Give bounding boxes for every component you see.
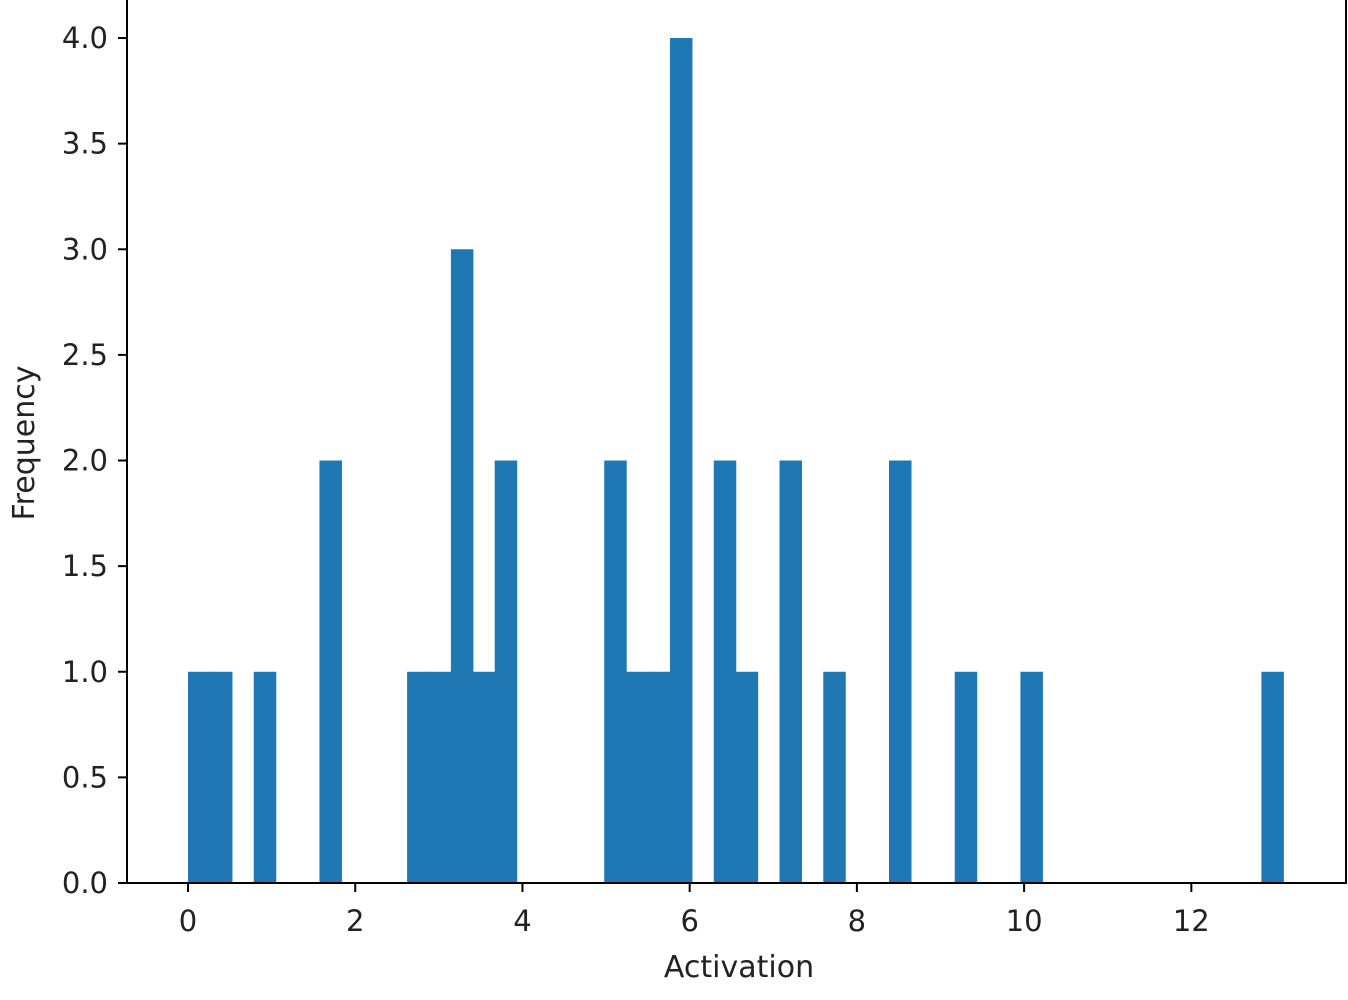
histogram-bar-10 — [626, 671, 649, 883]
histogram-bar-20 — [1261, 671, 1284, 883]
x-tick-label: 0 — [179, 904, 197, 938]
y-axis-label: Frequency — [7, 366, 42, 521]
histogram-bar-19 — [1020, 671, 1043, 883]
histogram-bar-5 — [428, 671, 452, 883]
histogram-bar-1 — [209, 671, 233, 883]
histogram-bar-11 — [648, 671, 671, 883]
y-tick-label: 3.0 — [62, 232, 108, 266]
histogram-bar-16 — [823, 671, 846, 883]
x-tick-label: 10 — [1006, 904, 1043, 938]
y-tick-label: 2.5 — [62, 338, 108, 372]
y-tick-label: 0.5 — [62, 760, 108, 794]
histogram-bar-15 — [779, 460, 802, 883]
y-tick-label: 2.0 — [62, 444, 108, 478]
histogram-bar-4 — [407, 671, 430, 883]
histogram-bar-13 — [713, 460, 737, 883]
x-tick-label: 4 — [513, 904, 531, 938]
x-tick-label: 2 — [346, 904, 364, 938]
y-tick-label: 1.5 — [62, 549, 108, 583]
histogram-bar-8 — [494, 460, 518, 883]
histogram-bar-2 — [253, 671, 277, 883]
y-tick-label: 3.5 — [62, 127, 108, 161]
histogram-bar-12 — [669, 38, 693, 883]
y-tick-label: 4.0 — [62, 21, 108, 55]
histogram-bar-0 — [188, 671, 211, 883]
y-tick-label: 1.0 — [62, 655, 108, 689]
x-tick-label: 8 — [848, 904, 866, 938]
bars-group — [188, 38, 1284, 883]
histogram-bar-9 — [604, 460, 627, 883]
y-tick-label: 0.0 — [62, 866, 108, 900]
x-tick-label: 6 — [680, 904, 698, 938]
histogram-bar-3 — [319, 460, 342, 883]
histogram-bar-14 — [735, 671, 759, 883]
x-axis-label: Activation — [664, 950, 814, 985]
histogram-bar-17 — [889, 460, 912, 883]
histogram-bar-7 — [472, 671, 496, 883]
histogram-bar-18 — [954, 671, 978, 883]
histogram-bar-6 — [450, 249, 474, 883]
x-tick-label: 12 — [1173, 904, 1210, 938]
axes-group: 0 2 4 6 8 10 12 0.0 0.5 1.0 1.5 2.0 2.5 3.0 3.5 4.0 — [62, 0, 1347, 938]
